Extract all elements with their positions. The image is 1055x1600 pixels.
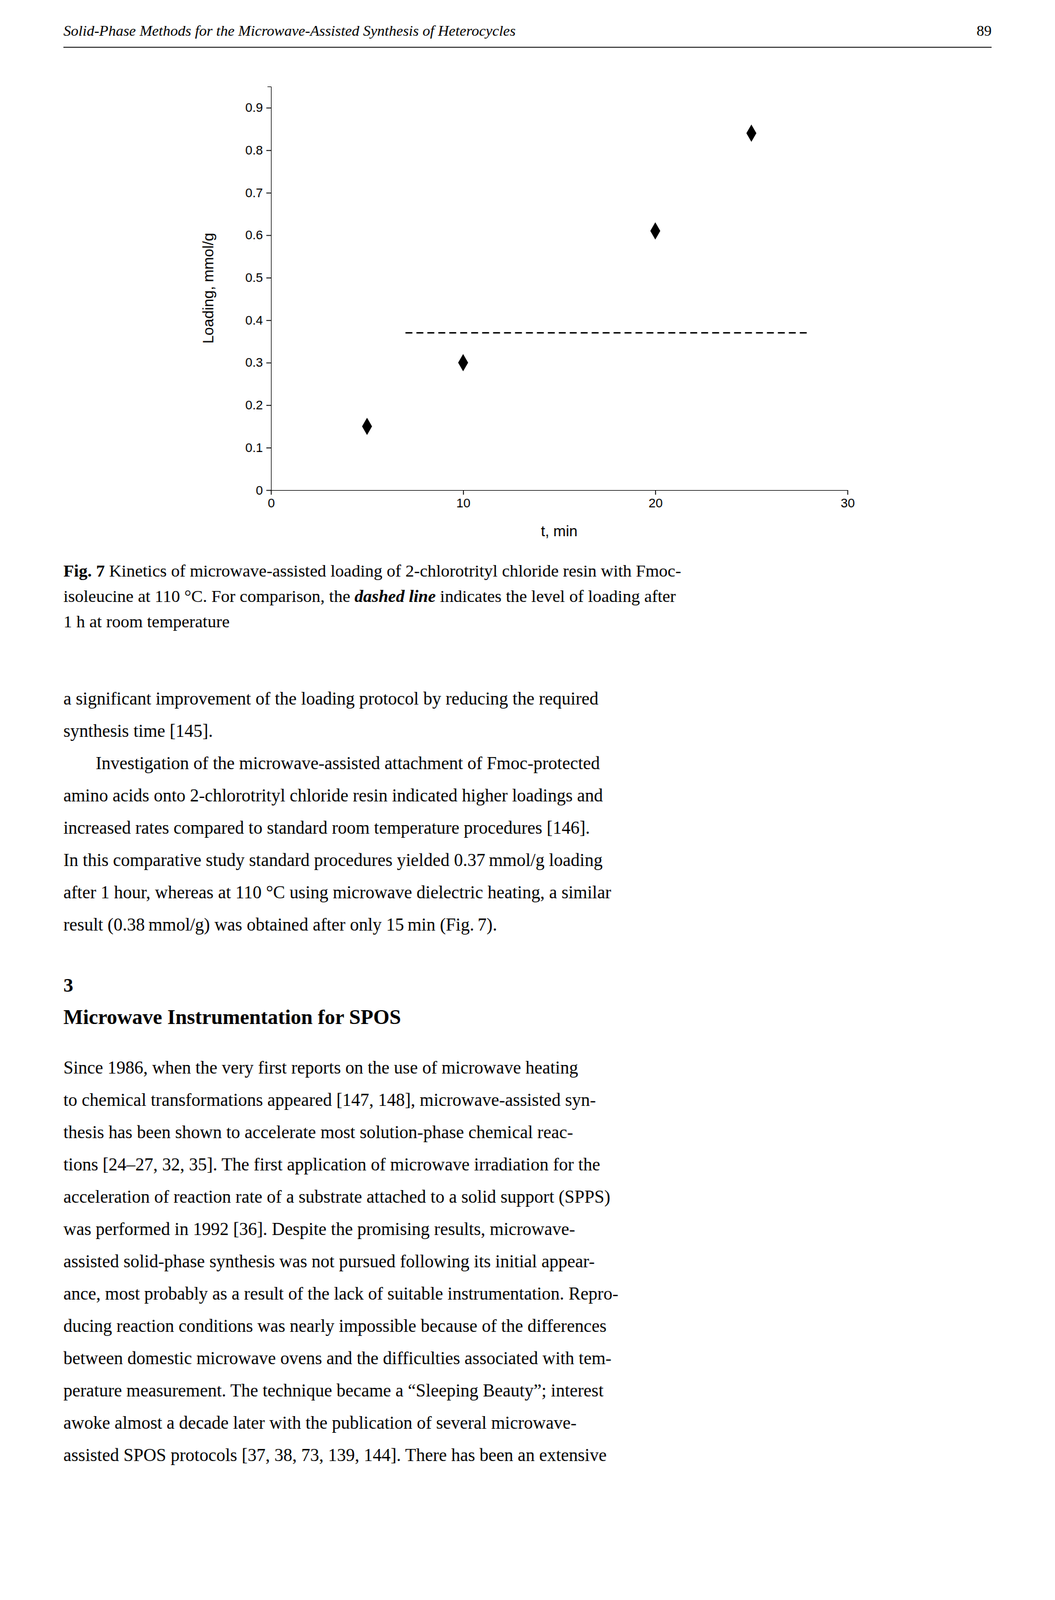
x-tick: 10	[456, 490, 471, 511]
y-tick-mark	[266, 447, 271, 449]
body-line: increased rates compared to standard roo…	[63, 817, 590, 838]
section-number: 3	[63, 974, 74, 996]
scatter-point	[362, 417, 372, 435]
header-rule	[63, 46, 992, 48]
body-line: Since 1986, when the very first reports …	[63, 1057, 579, 1078]
x-tick: 30	[840, 490, 855, 511]
y-tick-mark	[266, 404, 271, 406]
y-tick-label: 0.3	[245, 355, 263, 370]
y-tick: 0.6	[245, 227, 271, 243]
y-tick-mark	[266, 277, 271, 279]
x-axis: 0 10 20 30	[267, 490, 855, 511]
y-tick: 0.7	[245, 185, 271, 201]
y-tick-label: 0	[255, 483, 263, 498]
y-tick-mark	[266, 490, 271, 492]
y-tick: 0.2	[245, 397, 271, 413]
y-tick: 0.9	[245, 100, 271, 115]
y-tick-mark	[266, 149, 271, 152]
y-tick-mark	[266, 319, 271, 322]
y-tick-label: 0.5	[245, 270, 263, 285]
x-tick-label: 10	[456, 495, 471, 511]
y-axis: 0 0.1 0.2 0.3 0.4 0.5 0.6 0.7 0.8 0.9	[245, 87, 271, 498]
x-tick-label: 20	[648, 495, 663, 511]
body-line: acceleration of reaction rate of a subst…	[63, 1186, 611, 1207]
body-line: amino acids onto 2-chlorotrityl chloride…	[63, 785, 604, 806]
page-number: 89	[976, 22, 992, 40]
body-line: was performed in 1992 [36]. Despite the …	[63, 1218, 576, 1239]
body-line: perature measurement. The technique beca…	[63, 1380, 604, 1401]
body-line: ance, most probably as a result of the l…	[63, 1283, 619, 1304]
y-tick-label: 0.7	[245, 185, 263, 201]
body-line: assisted solid-phase synthesis was not p…	[63, 1251, 595, 1272]
page: Solid-Phase Methods for the Microwave-As…	[0, 0, 1055, 1600]
x-tick: 0	[267, 490, 275, 511]
y-tick: 0.8	[245, 142, 271, 158]
body-line: tions [24–27, 32, 35]. The first applica…	[63, 1154, 601, 1175]
y-tick-label: 0.8	[245, 142, 263, 158]
x-tick-mark	[654, 490, 657, 495]
caption-text: dashed line	[354, 586, 436, 606]
body-line: Investigation of the microwave-assisted …	[95, 752, 601, 774]
y-tick-label: 0.1	[245, 440, 263, 455]
chart: 0 10 20 30 0 0.1 0.2 0.3 0.4 0.5 0.6 0.7 0.8 0.9 t, mi…	[199, 87, 855, 541]
y-tick: 0	[255, 483, 271, 498]
y-tick-mark	[266, 235, 271, 237]
body-line: In this comparative study standard proce…	[63, 849, 603, 870]
reference-line	[405, 332, 809, 334]
caption-line: isoleucine at 110 °C. For comparison, th…	[63, 586, 676, 606]
plot-marks	[362, 124, 809, 435]
body-line: result (0.38 mmol/g) was obtained after …	[63, 914, 497, 935]
y-tick-mark	[266, 107, 271, 109]
body-line: ducing reaction conditions was nearly im…	[63, 1315, 607, 1336]
caption-text: 1 h at room temperature	[63, 611, 230, 631]
caption-line: 1 h at room temperature	[63, 611, 230, 631]
x-tick-label: 30	[840, 495, 855, 511]
caption-text: indicates the level of loading after	[435, 586, 677, 606]
section-title: Microwave Instrumentation for SPOS	[63, 1005, 402, 1029]
y-tick-label: 0.9	[245, 100, 263, 115]
caption-text: isoleucine at 110 °C. For comparison, th…	[63, 586, 355, 606]
y-tick-mark	[266, 192, 271, 194]
y-tick: 0.3	[245, 355, 271, 370]
y-tick-label: 0.6	[245, 227, 263, 243]
scatter-point	[650, 222, 661, 240]
body-line: between domestic microwave ovens and the…	[63, 1347, 612, 1369]
body-line: to chemical transformations appeared [14…	[63, 1089, 597, 1110]
body-line: thesis has been shown to accelerate most…	[63, 1121, 574, 1143]
y-tick: 0.5	[245, 270, 271, 285]
body-line: synthesis time [145].	[63, 720, 213, 741]
y-tick-mark	[266, 362, 271, 364]
scatter-point	[458, 353, 469, 372]
y-tick-label: 0.4	[245, 313, 263, 328]
body-line: awoke almost a decade later with the pub…	[63, 1412, 577, 1433]
y-tick: 0.4	[245, 313, 271, 328]
y-axis-line	[267, 87, 272, 491]
page-header: Solid-Phase Methods for the Microwave-As…	[63, 22, 516, 40]
y-tick: 0.1	[245, 440, 271, 455]
body-line: after 1 hour, whereas at 110 °C using mi…	[63, 882, 612, 903]
x-tick-label: 0	[267, 495, 275, 511]
x-tick: 20	[648, 490, 663, 511]
x-axis-title: t, min	[540, 522, 578, 540]
x-axis-line	[271, 490, 849, 495]
caption-text: Kinetics of microwave-assisted loading o…	[104, 560, 682, 580]
body-line: a significant improvement of the loading…	[63, 688, 599, 709]
y-tick-label: 0.2	[245, 397, 263, 413]
x-tick-mark	[847, 490, 849, 495]
scatter-point	[746, 124, 757, 142]
x-tick-mark	[462, 490, 465, 495]
body-line: assisted SPOS protocols [37, 38, 73, 139…	[63, 1444, 607, 1465]
y-axis-title: Loading, mmol/g	[199, 232, 217, 344]
caption-label: Fig. 7	[63, 560, 105, 580]
caption-line: Fig. 7 Kinetics of microwave-assisted lo…	[63, 560, 681, 580]
